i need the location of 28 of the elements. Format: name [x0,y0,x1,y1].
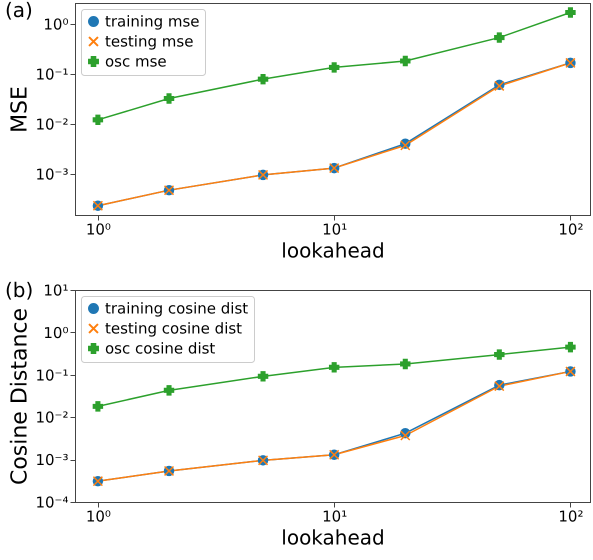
y-tick-label: 10⁻² [35,408,68,427]
y-tick-label: 10⁻⁴ [35,494,68,512]
legend-label: osc cosine dist [105,340,216,358]
legend-label: training cosine dist [105,300,248,318]
x-axis-title: lookahead [281,526,385,550]
x-tick-label: 10¹ [322,220,348,238]
x-tick-label: 10¹ [322,508,348,526]
x-tick-label: 10⁰ [86,508,111,526]
legend-label: training mse [105,12,200,30]
legend-label: testing mse [105,32,194,50]
x-tick-label: 10⁰ [86,220,111,238]
chart-title: (a) [5,0,33,22]
x-tick-label: 10² [558,220,584,238]
legend-label: testing cosine dist [105,320,242,338]
y-tick-label: 10⁻² [35,115,68,134]
y-tick-label: 10⁰ [43,324,68,342]
y-tick-label: 10⁻¹ [35,65,68,84]
y-tick-label: 10⁰ [43,15,68,34]
y-tick-label: 10⁻¹ [35,366,68,384]
x-axis-title: lookahead [281,238,385,262]
y-tick-label: 10¹ [43,282,68,300]
chart-title: (b) [5,278,34,302]
y-tick-label: 10⁻³ [35,451,68,470]
y-axis-title: Cosine Distance [7,308,32,486]
y-axis-title: MSE [7,86,32,133]
legend-label: osc mse [105,52,167,70]
x-tick-label: 10² [558,508,584,526]
y-tick-label: 10⁻³ [35,165,68,184]
